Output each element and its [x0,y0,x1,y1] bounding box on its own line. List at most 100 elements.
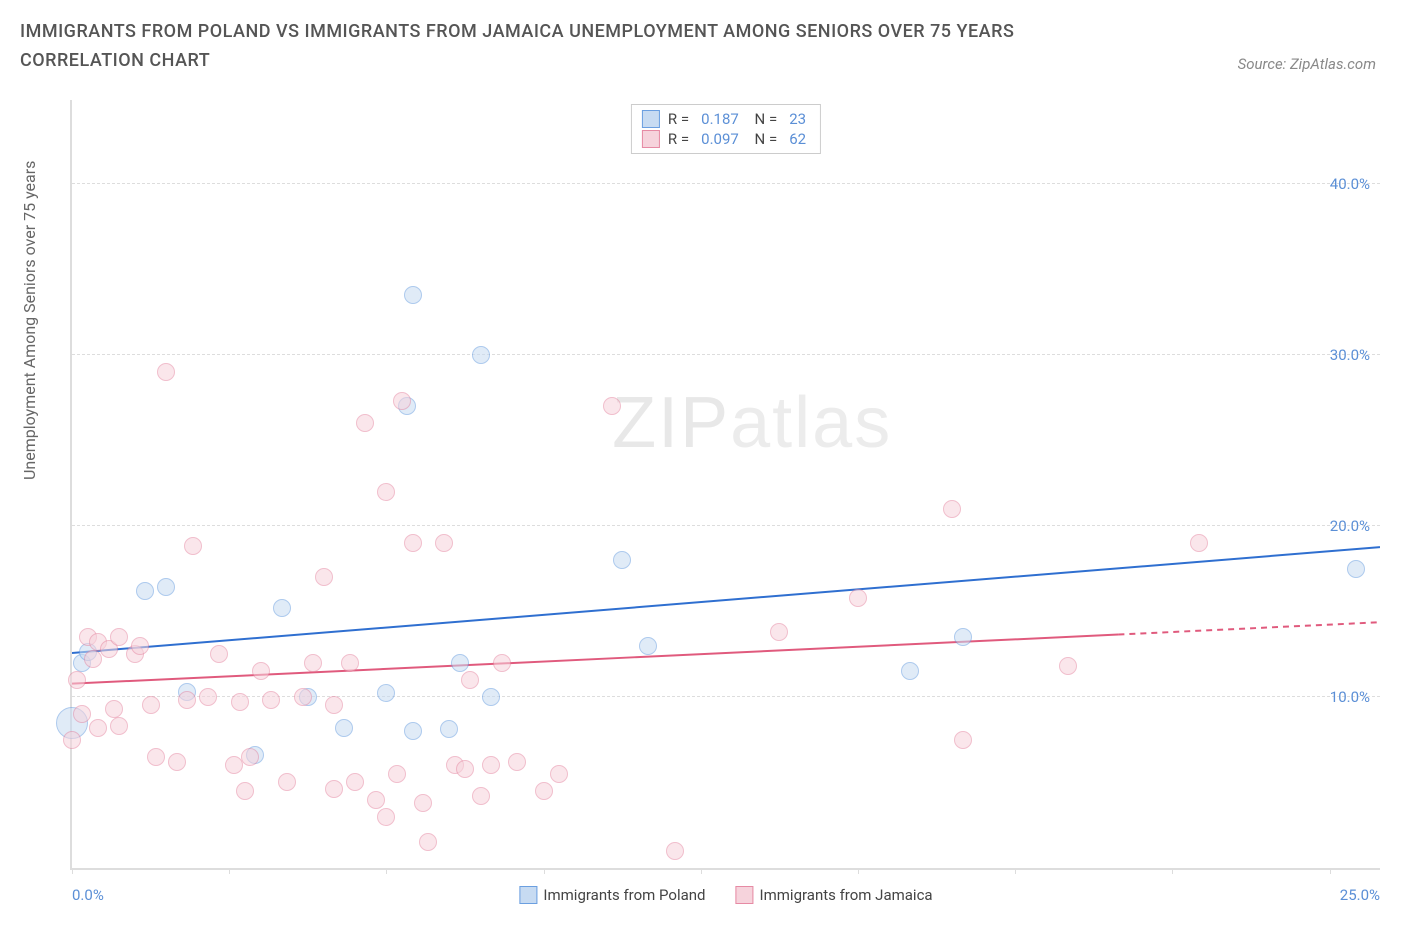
scatter-point [508,753,526,771]
scatter-point [184,537,202,555]
scatter-point [273,599,291,617]
scatter-point [356,414,374,432]
scatter-point [388,765,406,783]
trend-lines [72,100,1380,868]
legend-swatch [642,130,660,148]
y-tick-label: 40.0% [1330,175,1370,193]
scatter-point [1059,657,1077,675]
scatter-point [377,808,395,826]
x-tick-last: 25.0% [1340,886,1380,904]
scatter-point [325,696,343,714]
stats-r-value: 0.187 [697,110,743,128]
scatter-point [440,720,458,738]
scatter-point [262,691,280,709]
scatter-point [63,731,81,749]
scatter-point [461,671,479,689]
x-tick [72,868,73,874]
scatter-point [341,654,359,672]
scatter-point [335,719,353,737]
scatter-point [943,500,961,518]
scatter-point [535,782,553,800]
series-legend-item: Immigrants from Poland [519,886,705,904]
scatter-point [613,551,631,569]
scatter-point [1347,560,1365,578]
series-name: Immigrants from Poland [543,886,705,904]
scatter-point [1190,534,1208,552]
scatter-point [304,654,322,672]
scatter-point [236,782,254,800]
scatter-point [393,392,411,410]
x-tick [544,868,545,874]
plot-area: ZIPatlas R = 0.187 N = 23R = 0.097 N = 62 0.… [70,100,1380,870]
scatter-point [377,483,395,501]
stats-n-value: 23 [785,110,810,128]
scatter-point [404,534,422,552]
x-tick [1330,868,1331,874]
scatter-point [482,756,500,774]
legend-swatch [736,886,754,904]
y-tick-label: 10.0% [1330,688,1370,706]
stats-row: R = 0.187 N = 23 [642,109,810,129]
scatter-point [68,671,86,689]
scatter-point [142,696,160,714]
x-tick [701,868,702,874]
x-tick [1172,868,1173,874]
scatter-point [241,748,259,766]
scatter-point [849,589,867,607]
stats-n-label: N = [751,130,777,148]
scatter-point [954,731,972,749]
scatter-point [294,688,312,706]
trend-line [72,547,1380,653]
series-name: Immigrants from Jamaica [760,886,933,904]
scatter-point [110,628,128,646]
scatter-point [346,773,364,791]
scatter-point [954,628,972,646]
stats-r-value: 0.097 [697,130,743,148]
scatter-point [210,645,228,663]
stats-n-label: N = [751,110,777,128]
scatter-point [770,623,788,641]
scatter-point [419,833,437,851]
scatter-point [404,722,422,740]
stats-r-label: R = [668,110,689,128]
scatter-point [414,794,432,812]
scatter-point [157,578,175,596]
scatter-point [603,397,621,415]
x-tick-first: 0.0% [72,886,104,904]
scatter-point [131,637,149,655]
series-legend: Immigrants from Poland Immigrants from Ja… [519,886,932,904]
scatter-point [252,662,270,680]
scatter-point [493,654,511,672]
scatter-point [315,568,333,586]
scatter-point [278,773,296,791]
gridline [72,525,1380,526]
gridline [72,183,1380,184]
watermark-thin: atlas [730,383,892,463]
scatter-point [472,346,490,364]
scatter-point [147,748,165,766]
scatter-point [178,691,196,709]
x-tick [386,868,387,874]
stats-row: R = 0.097 N = 62 [642,129,810,149]
stats-n-value: 62 [785,130,810,148]
scatter-point [110,717,128,735]
y-axis-label: Unemployment Among Seniors over 75 years [20,161,39,480]
scatter-point [168,753,186,771]
scatter-point [73,705,91,723]
stats-legend: R = 0.187 N = 23 R = 0.097 N = 62 [631,104,821,154]
scatter-point [435,534,453,552]
scatter-point [472,787,490,805]
watermark: ZIPatlas [612,382,892,464]
scatter-point [404,286,422,304]
scatter-point [199,688,217,706]
x-tick [229,868,230,874]
trend-line-dashed [1118,622,1380,634]
scatter-point [639,637,657,655]
series-legend-item: Immigrants from Jamaica [736,886,933,904]
y-tick-label: 30.0% [1330,346,1370,364]
x-tick [858,868,859,874]
scatter-point [377,684,395,702]
scatter-point [482,688,500,706]
scatter-point [84,650,102,668]
stats-r-label: R = [668,130,689,148]
